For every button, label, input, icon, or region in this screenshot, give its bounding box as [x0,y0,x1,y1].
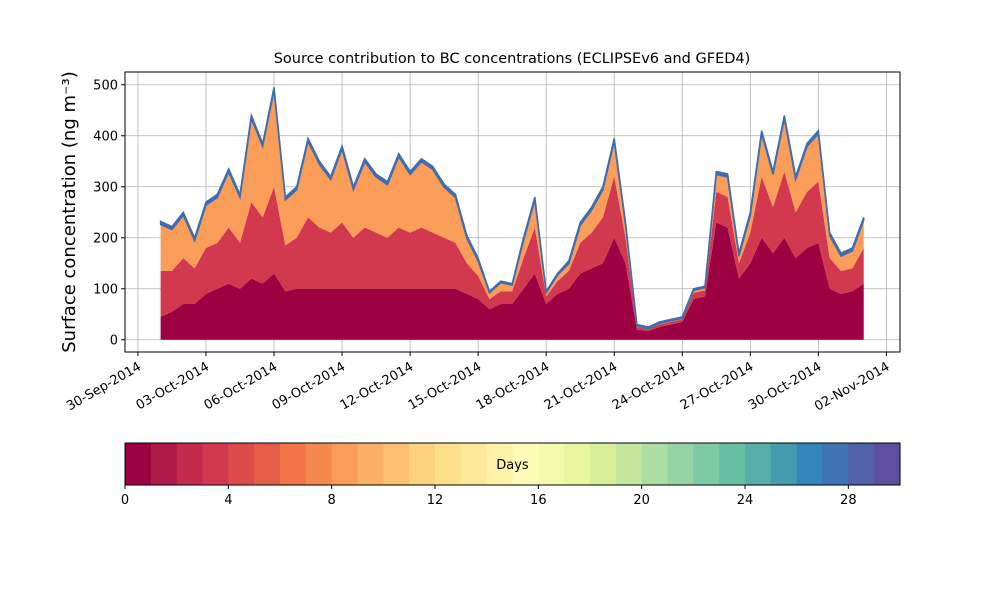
colorbar-cell [719,443,746,485]
colorbar-cell [564,443,591,485]
colorbar-tick-label: 8 [328,493,336,508]
colorbar-cell [383,443,410,485]
y-tick-label: 100 [93,282,118,297]
x-tick-label: 03-Oct-2014 [134,359,212,413]
colorbar-cell [538,443,565,485]
x-tick-label: 18-Oct-2014 [474,359,552,413]
x-tick-label: 09-Oct-2014 [270,359,348,413]
area-layer [160,90,864,330]
x-tick-label: 02-Nov-2014 [812,359,892,414]
y-tick-label: 0 [110,333,118,348]
colorbar-tick-label: 28 [840,493,857,508]
x-tick-label: 27-Oct-2014 [678,359,756,413]
colorbar-tick-label: 4 [224,493,232,508]
colorbar-tick-label: 24 [737,493,754,508]
chart-title: Source contribution to BC concentrations… [274,51,751,67]
colorbar-cell [641,443,668,485]
colorbar-cell [796,443,823,485]
colorbar-cell [125,443,152,485]
colorbar-cell [176,443,203,485]
x-tick-label: 06-Oct-2014 [202,359,280,413]
colorbar-cell [693,443,720,485]
x-tick-label: 30-Sep-2014 [64,359,144,414]
x-tick-label: 30-Oct-2014 [746,359,824,413]
area-layer [159,87,865,330]
x-tick-label: 24-Oct-2014 [610,359,688,413]
colorbar-cell [745,443,772,485]
x-tick-label: 21-Oct-2014 [542,359,620,413]
colorbar-cell [615,443,643,485]
colorbar-cell [667,443,694,485]
colorbar-cell [460,443,488,485]
colorbar-cell [822,443,849,485]
colorbar-cell [357,443,384,485]
colorbar-cell [435,443,462,485]
colorbar-cell [486,443,513,485]
colorbar-cell [150,443,178,485]
colorbar-cell [874,443,901,485]
y-tick-label: 500 [93,78,118,93]
plot-frame [124,71,901,353]
colorbar-tick-label: 12 [427,493,444,508]
colorbar-label: Days [496,458,529,473]
colorbar-cell [409,443,436,485]
colorbar-cell [590,443,617,485]
colorbar-cell [228,443,255,485]
colorbar-cell [305,443,333,485]
y-tick-label: 200 [93,231,118,246]
colorbar-tick-label: 20 [633,493,650,508]
y-axis-label: Surface concentration (ng m⁻³) [59,71,80,353]
colorbar-frame [124,442,901,486]
colorbar-cell [770,443,798,485]
colorbar-cell [202,443,229,485]
colorbar-tick-label: 16 [530,493,547,508]
x-tick-label: 15-Oct-2014 [406,359,484,413]
colorbar-cell [512,443,539,485]
colorbar-cell [254,443,281,485]
colorbar-cell [280,443,307,485]
colorbar-tick-label: 0 [121,493,129,508]
colorbar-cell [848,443,875,485]
area-layer [160,222,864,340]
colorbar-cell [331,443,358,485]
y-tick-label: 400 [93,129,118,144]
y-tick-label: 300 [93,180,118,195]
area-layer [160,171,864,332]
x-tick-label: 12-Oct-2014 [338,359,416,413]
